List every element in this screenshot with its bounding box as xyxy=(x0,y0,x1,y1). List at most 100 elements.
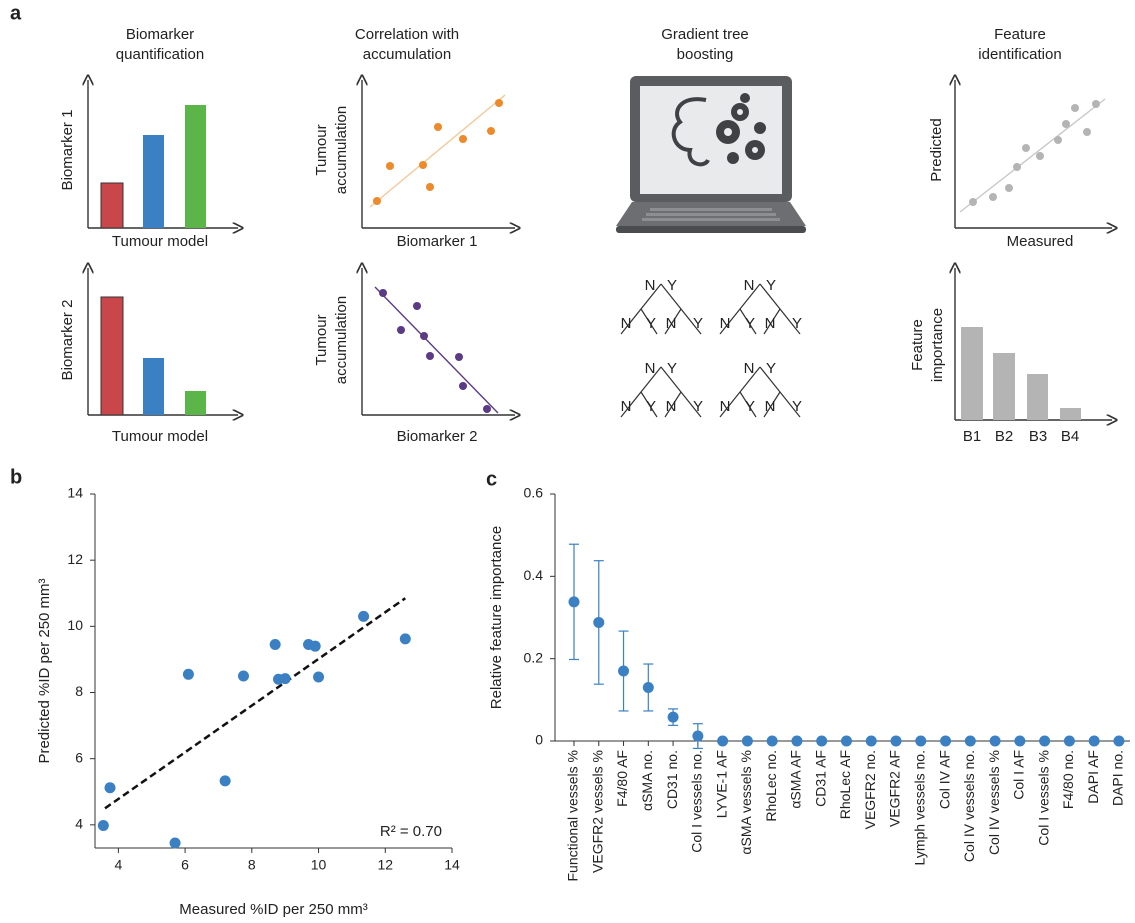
x-tick-label: RhoLec no. xyxy=(763,750,779,822)
category-label: B1 xyxy=(963,428,981,445)
trend-line xyxy=(105,598,405,808)
point xyxy=(692,731,703,742)
point xyxy=(238,670,249,681)
point xyxy=(220,775,231,786)
point xyxy=(618,666,629,677)
tree-label: N xyxy=(645,277,656,294)
x-tick-label: 14 xyxy=(444,857,460,873)
point xyxy=(965,736,976,747)
x-tick-label: DAPI AF xyxy=(1085,750,1101,804)
panel-title: Gradient tree xyxy=(661,26,749,43)
axis-label: Tumour xyxy=(313,314,330,365)
panel-label: b xyxy=(10,466,22,488)
plots: 468101214468101214Measured %ID per 250 m… xyxy=(36,485,1130,918)
x-tick-label: RhoLec AF xyxy=(837,750,853,819)
panel-title: accumulation xyxy=(363,46,451,63)
point xyxy=(1089,736,1100,747)
y-tick-label: 4 xyxy=(75,816,83,832)
y-tick-label: 0 xyxy=(535,732,543,748)
point xyxy=(1113,736,1124,747)
panel-title: Correlation with xyxy=(355,26,459,43)
x-tick-label: VEGFR2 AF xyxy=(887,750,903,827)
axis-label: Biomarker 1 xyxy=(397,233,478,250)
category-label: B2 xyxy=(995,428,1013,445)
tree-label: Y xyxy=(766,277,776,294)
tree-label: Y xyxy=(667,360,677,377)
category-label: B3 xyxy=(1029,428,1047,445)
x-tick-label: CD31 AF xyxy=(812,750,828,807)
category-label: B4 xyxy=(1061,428,1079,445)
tree-label: N xyxy=(720,398,731,415)
panel-title: Biomarker xyxy=(126,26,194,43)
axis-label: Biomarker 1 xyxy=(59,110,76,191)
x-tick-label: 6 xyxy=(181,857,189,873)
tree-label: N xyxy=(765,315,776,332)
point xyxy=(668,712,679,723)
tree-label: N xyxy=(666,315,677,332)
point xyxy=(569,596,580,607)
x-tick-label: 4 xyxy=(114,857,122,873)
y-tick-label: 12 xyxy=(67,551,83,567)
axis-label: Tumour model xyxy=(112,233,208,250)
point xyxy=(170,838,181,849)
panel-label: a xyxy=(10,2,22,24)
panel-label: c xyxy=(486,468,497,490)
tree-label: N xyxy=(720,315,731,332)
tree-label: Y xyxy=(667,277,677,294)
axis-label: Tumour xyxy=(313,124,330,175)
annotation: R² = 0.70 xyxy=(380,823,442,840)
point xyxy=(593,617,604,628)
tree-label: Y xyxy=(646,398,656,415)
x-tick-label: VEGFR2 vessels % xyxy=(589,750,605,873)
point xyxy=(358,611,369,622)
x-tick-label: Col I vessels % xyxy=(1035,750,1051,846)
point xyxy=(841,736,852,747)
point xyxy=(717,736,728,747)
tree-label: Y xyxy=(693,315,703,332)
x-tick-label: αSMA AF xyxy=(788,750,804,809)
point xyxy=(767,736,778,747)
panel-title: quantification xyxy=(116,46,204,63)
x-tick-label: 10 xyxy=(311,857,327,873)
tree-label: Y xyxy=(693,398,703,415)
axis-label: Biomarker 2 xyxy=(397,428,478,445)
x-axis-label: Measured %ID per 250 mm³ xyxy=(179,901,367,918)
point xyxy=(310,641,321,652)
axis-label: Measured xyxy=(1007,233,1074,250)
tree-label: N xyxy=(645,360,656,377)
point xyxy=(940,736,951,747)
y-tick-label: 6 xyxy=(75,749,83,765)
tree-label: N xyxy=(666,398,677,415)
x-tick-label: Col I AF xyxy=(1011,750,1027,800)
point xyxy=(313,671,324,682)
tree-label: N xyxy=(744,277,755,294)
y-tick-label: 14 xyxy=(67,485,83,501)
y-tick-label: 10 xyxy=(67,617,83,633)
tree-label: Y xyxy=(745,315,755,332)
point xyxy=(866,736,877,747)
y-tick-label: 0.6 xyxy=(524,485,544,501)
point xyxy=(990,736,1001,747)
tree-label: Y xyxy=(745,398,755,415)
tree-label: Y xyxy=(646,315,656,332)
point xyxy=(643,682,654,693)
axis-label: Tumour model xyxy=(112,428,208,445)
x-tick-label: DAPI no. xyxy=(1110,750,1126,806)
point xyxy=(1039,736,1050,747)
x-tick-label: 8 xyxy=(248,857,256,873)
point xyxy=(280,673,291,684)
point xyxy=(400,633,411,644)
point xyxy=(1064,736,1075,747)
x-tick-label: F4/80 no. xyxy=(1060,750,1076,809)
x-tick-label: Lymph vessels no. xyxy=(911,750,927,865)
axis-label: Predicted xyxy=(928,118,945,181)
x-tick-label: Col IV vessels no. xyxy=(961,750,977,862)
tree-label: Y xyxy=(792,315,802,332)
point xyxy=(791,736,802,747)
x-tick-label: Functional vessels % xyxy=(565,750,581,882)
x-tick-label: αSMA vessels % xyxy=(738,750,754,855)
point xyxy=(742,736,753,747)
point xyxy=(183,669,194,680)
laptop-icon xyxy=(616,76,806,233)
